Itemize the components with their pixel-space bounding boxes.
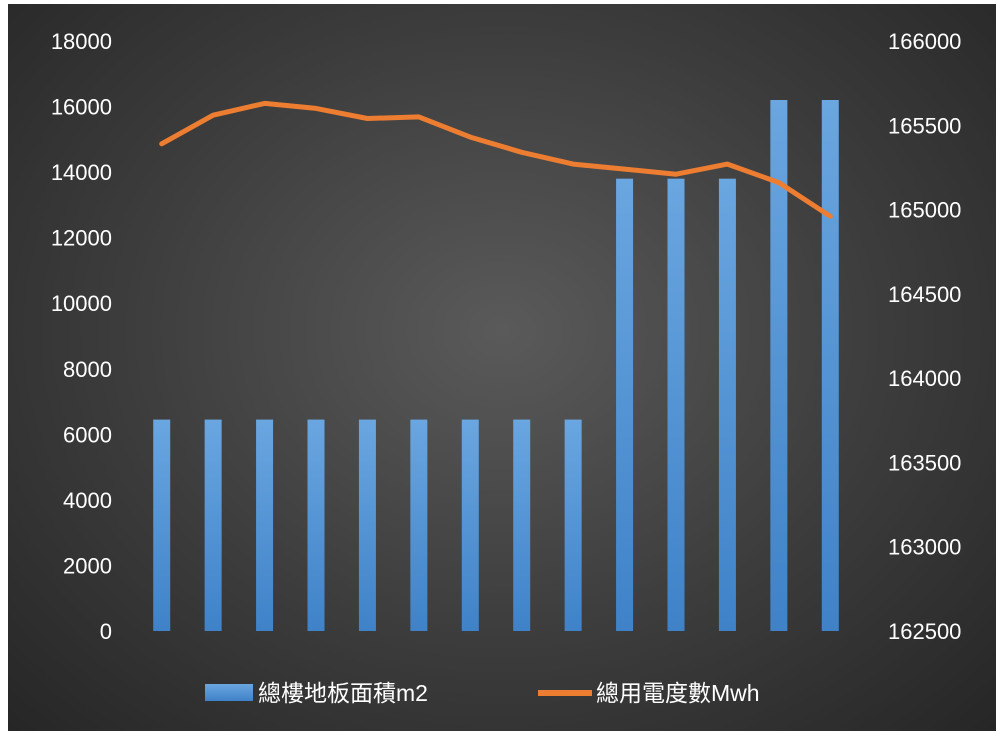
right-axis-tick-label: 166000 (888, 29, 961, 54)
left-axis-tick-label: 10000 (51, 291, 112, 316)
right-axis-tick-label: 162500 (888, 619, 961, 644)
bar (308, 420, 325, 631)
bar (205, 420, 222, 631)
right-axis-tick-label: 165000 (888, 198, 961, 223)
bar (359, 420, 376, 631)
left-axis-tick-label: 4000 (63, 488, 112, 513)
legend: 總樓地板面積m2 總用電度數Mwh (8, 654, 996, 734)
bar (719, 179, 736, 631)
left-axis-tick-label: 8000 (63, 357, 112, 382)
right-axis-tick-label: 165500 (888, 113, 961, 138)
left-axis-tick-label: 18000 (51, 29, 112, 54)
bar (153, 420, 170, 631)
bar (462, 420, 479, 631)
left-axis-tick-label: 12000 (51, 226, 112, 251)
bar (513, 420, 530, 631)
legend-line-label: 總用電度數Mwh (596, 680, 760, 706)
right-axis-tick-label: 163500 (888, 450, 961, 475)
bar (616, 179, 633, 631)
bar (410, 420, 427, 631)
right-axis-tick-label: 164000 (888, 366, 961, 391)
chart-area: 0 2000 4000 6000 8000 10000 12000 14000 16000 180… (8, 4, 996, 731)
legend-bar-label: 總樓地板面積m2 (258, 680, 428, 706)
right-axis-tick-label: 163000 (888, 535, 961, 560)
left-axis-tick-label: 14000 (51, 160, 112, 185)
bar (668, 179, 685, 631)
left-axis-ticks: 0 2000 4000 6000 8000 10000 12000 14000 16000 180… (51, 29, 112, 644)
right-axis-ticks: 162500 163000 163500 164000 164500 165000 1655… (888, 29, 961, 644)
bar (565, 420, 582, 631)
bar (256, 420, 273, 631)
left-axis-tick-label: 6000 (63, 422, 112, 447)
left-axis-tick-label: 16000 (51, 95, 112, 120)
left-axis-tick-label: 0 (100, 619, 112, 644)
bar-series (153, 100, 839, 631)
right-axis-tick-label: 164500 (888, 282, 961, 307)
legend-bar-swatch (205, 684, 253, 701)
combo-chart: 0 2000 4000 6000 8000 10000 12000 14000 16000 180… (8, 4, 996, 731)
left-axis-tick-label: 2000 (63, 553, 112, 578)
bar (822, 100, 839, 631)
